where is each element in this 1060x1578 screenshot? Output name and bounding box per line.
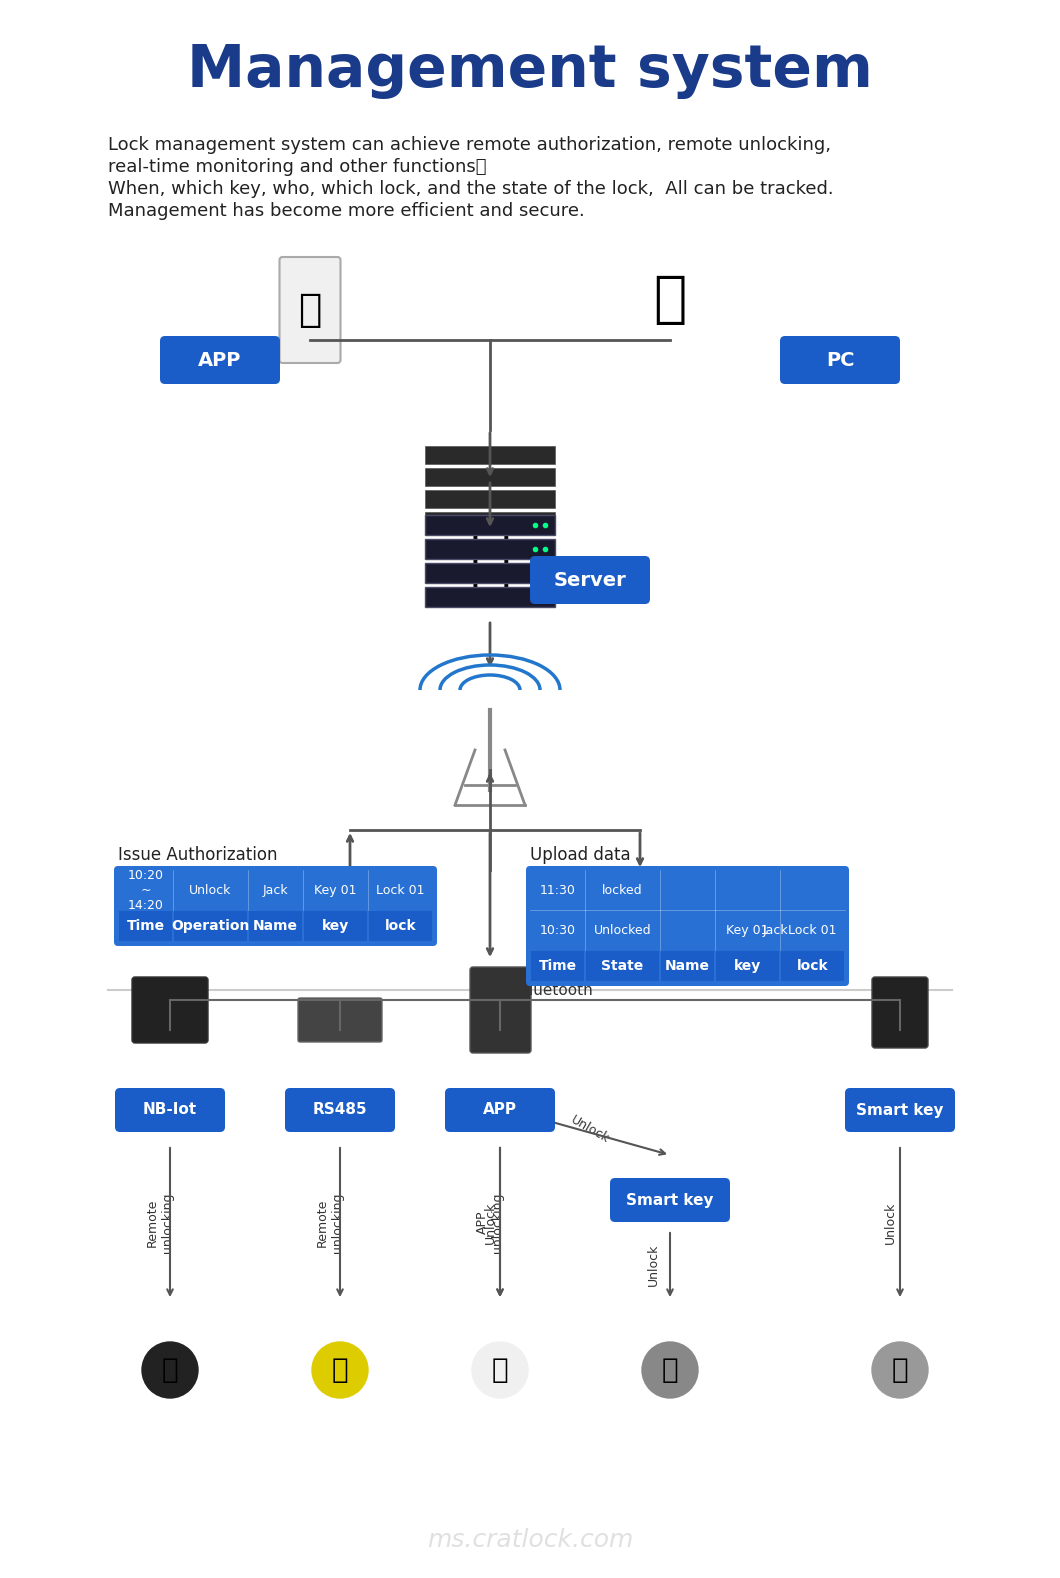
Text: Key 01: Key 01 [726,923,768,936]
FancyBboxPatch shape [285,1087,395,1131]
Text: Unlock: Unlock [190,884,232,896]
FancyBboxPatch shape [531,952,584,982]
Text: Unlock: Unlock [568,1114,612,1146]
Text: Remote
unlocking: Remote unlocking [316,1193,344,1253]
Text: APP
unlocking: APP unlocking [476,1193,503,1253]
Text: PC: PC [826,350,854,369]
Text: ms.cratlock.com: ms.cratlock.com [427,1528,633,1553]
FancyBboxPatch shape [845,1087,955,1131]
Text: real-time monitoring and other functions。: real-time monitoring and other functions… [108,158,487,177]
FancyBboxPatch shape [114,1087,225,1131]
FancyBboxPatch shape [369,911,432,940]
FancyBboxPatch shape [526,866,849,986]
Text: 🔒: 🔒 [891,1356,908,1384]
FancyBboxPatch shape [160,336,280,383]
Text: ⚙ Bluetooth: ⚙ Bluetooth [500,983,593,997]
Text: 🔒: 🔒 [162,1356,178,1384]
Text: Smart key: Smart key [626,1193,713,1207]
Text: Remote
unlocking: Remote unlocking [146,1193,174,1253]
Circle shape [872,1341,928,1398]
FancyBboxPatch shape [610,1179,730,1221]
Text: locked: locked [602,884,642,896]
Text: Management has become more efficient and secure.: Management has become more efficient and… [108,202,585,219]
Text: Smart key: Smart key [856,1103,943,1117]
Circle shape [142,1341,198,1398]
Text: When, which key, who, which lock, and the state of the lock,  All can be tracked: When, which key, who, which lock, and th… [108,180,833,197]
Text: Jack: Jack [263,884,288,896]
Text: Name: Name [665,959,710,974]
Text: Time: Time [126,918,164,933]
FancyBboxPatch shape [780,336,900,383]
Text: Management system: Management system [187,41,873,98]
Text: key: key [734,959,761,974]
Circle shape [312,1341,368,1398]
Text: Server: Server [553,571,626,590]
Text: NB-Iot: NB-Iot [143,1103,197,1117]
FancyBboxPatch shape [174,911,247,940]
FancyBboxPatch shape [661,952,714,982]
Circle shape [472,1341,528,1398]
Text: Lock 01: Lock 01 [376,884,425,896]
Text: 🔒: 🔒 [332,1356,349,1384]
Text: lock: lock [385,918,417,933]
FancyBboxPatch shape [716,952,779,982]
Text: key: key [322,918,349,933]
Text: Name: Name [253,918,298,933]
FancyBboxPatch shape [445,1087,555,1131]
Text: 10:30: 10:30 [540,923,576,936]
FancyBboxPatch shape [119,911,172,940]
FancyBboxPatch shape [586,952,659,982]
Text: Lock 01: Lock 01 [789,923,836,936]
Text: Operation: Operation [172,918,250,933]
Text: 11:30: 11:30 [540,884,576,896]
FancyBboxPatch shape [425,447,555,464]
Text: Unlock: Unlock [483,1201,496,1243]
Text: 10:20
~
14:20: 10:20 ~ 14:20 [127,868,163,912]
Text: Unlock: Unlock [883,1201,897,1243]
FancyBboxPatch shape [425,540,555,559]
Text: 📱: 📱 [298,290,321,328]
Text: Upload data: Upload data [530,846,631,865]
FancyBboxPatch shape [249,911,302,940]
Text: Lock management system can achieve remote authorization, remote unlocking,: Lock management system can achieve remot… [108,136,831,155]
FancyBboxPatch shape [781,952,844,982]
Text: APP: APP [483,1103,517,1117]
FancyBboxPatch shape [132,977,208,1043]
Text: Key 01: Key 01 [314,884,357,896]
FancyBboxPatch shape [425,491,555,508]
Text: 🖥: 🖥 [653,273,687,327]
FancyBboxPatch shape [872,977,928,1048]
Text: State: State [601,959,643,974]
FancyBboxPatch shape [425,587,555,608]
Text: Unlock: Unlock [647,1243,660,1286]
Text: Issue Authorization: Issue Authorization [118,846,278,865]
Text: Unlocked: Unlocked [594,923,651,936]
Text: APP: APP [198,350,242,369]
FancyBboxPatch shape [298,997,382,1041]
Text: Time: Time [538,959,577,974]
FancyBboxPatch shape [425,514,555,535]
FancyBboxPatch shape [425,563,555,582]
FancyBboxPatch shape [114,866,437,945]
Text: lock: lock [797,959,828,974]
FancyBboxPatch shape [530,555,650,604]
FancyBboxPatch shape [425,511,555,530]
FancyBboxPatch shape [425,469,555,486]
Text: 🖥: 🖥 [470,527,511,593]
Text: Jack: Jack [762,923,788,936]
Circle shape [642,1341,697,1398]
FancyBboxPatch shape [304,911,367,940]
FancyBboxPatch shape [280,257,340,363]
FancyBboxPatch shape [470,967,531,1053]
Text: 🔒: 🔒 [492,1356,509,1384]
Text: RS485: RS485 [313,1103,368,1117]
Text: 🔒: 🔒 [661,1356,678,1384]
